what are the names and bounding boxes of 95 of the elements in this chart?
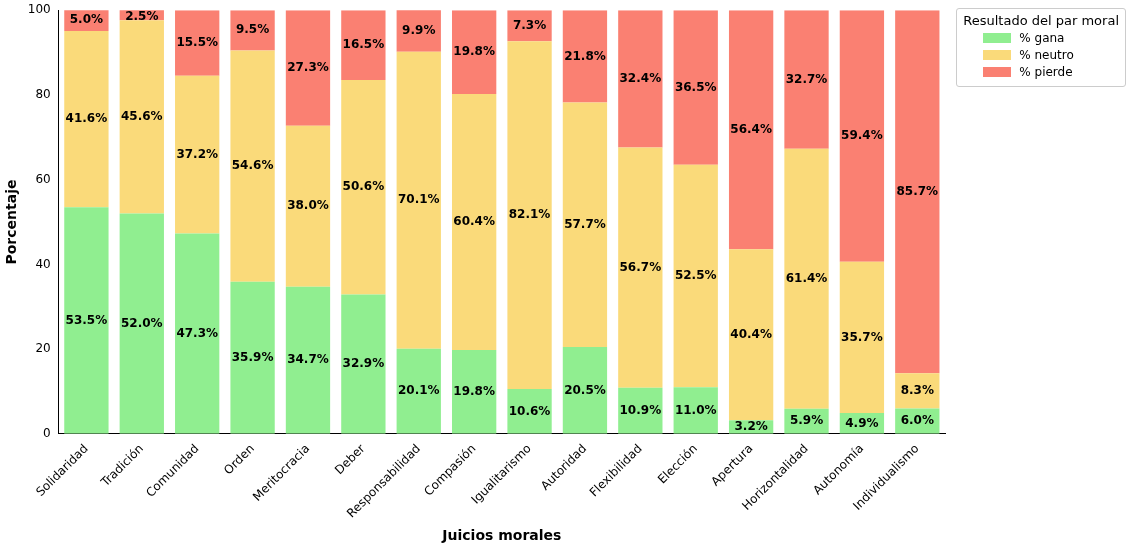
data-label: 19.8% <box>453 384 495 399</box>
data-label: 35.7% <box>841 329 883 344</box>
data-label: 37.2% <box>176 146 219 161</box>
data-label: 47.3% <box>176 325 219 340</box>
bar <box>452 10 497 95</box>
data-label: 21.8% <box>564 48 606 63</box>
bar <box>175 233 220 434</box>
data-label: 2.5% <box>125 9 159 24</box>
data-label: 8.3% <box>900 382 934 397</box>
data-label: 85.7% <box>896 183 939 198</box>
data-label: 53.5% <box>65 312 108 327</box>
data-label: 27.3% <box>287 60 329 75</box>
legend-label: % neutro <box>1019 48 1074 62</box>
bar <box>175 75 220 234</box>
bar <box>452 349 497 434</box>
bar <box>64 30 109 208</box>
data-label: 10.6% <box>508 403 551 418</box>
data-label: 4.9% <box>845 415 879 430</box>
data-label: 70.1% <box>397 192 440 207</box>
data-label: 20.1% <box>397 383 440 398</box>
bar <box>64 207 109 434</box>
bar <box>341 80 386 295</box>
bar <box>119 213 164 434</box>
data-label: 45.6% <box>120 109 163 124</box>
data-label: 60.4% <box>453 214 495 229</box>
bar <box>396 51 441 349</box>
y-tick-label: 100 <box>27 2 51 17</box>
bar <box>230 50 275 282</box>
data-label: 40.4% <box>730 326 772 341</box>
bar <box>562 10 608 103</box>
data-label: 52.0% <box>120 315 163 330</box>
bar <box>673 164 718 388</box>
data-label: 56.4% <box>730 121 772 136</box>
data-label: 7.3% <box>512 17 547 32</box>
data-label: 15.5% <box>176 35 219 50</box>
legend-title: Resultado del par moral <box>963 13 1119 28</box>
y-tick-label: 60 <box>35 171 51 186</box>
data-label: 56.7% <box>619 259 662 274</box>
y-axis-title: Porcentaje <box>3 179 20 265</box>
data-label: 9.9% <box>402 22 436 37</box>
data-label: 5.9% <box>789 413 824 428</box>
data-label: 57.7% <box>564 216 606 231</box>
data-label: 10.9% <box>619 402 662 417</box>
y-tick-label: 80 <box>35 87 51 102</box>
bar <box>119 20 164 214</box>
bar <box>285 286 331 434</box>
bar <box>285 10 331 126</box>
bar <box>839 10 885 262</box>
data-label: 50.6% <box>342 179 385 194</box>
data-label: 34.7% <box>287 352 329 367</box>
bar <box>341 294 386 434</box>
data-label: 16.5% <box>342 37 385 52</box>
bar <box>341 10 386 81</box>
bar <box>895 10 940 374</box>
data-label: 82.1% <box>508 207 551 222</box>
data-label: 32.7% <box>785 71 828 86</box>
bar <box>784 10 829 149</box>
data-label: 35.9% <box>231 349 274 364</box>
bar <box>230 281 275 434</box>
y-tick-label: 40 <box>35 256 51 271</box>
bar <box>673 10 718 165</box>
data-label: 59.4% <box>841 128 883 143</box>
bar <box>562 347 608 434</box>
legend-label: % pierde <box>1019 65 1073 79</box>
bar <box>396 348 441 434</box>
bar <box>618 147 663 388</box>
y-tick-label: 20 <box>35 341 51 356</box>
data-label: 32.4% <box>619 70 662 85</box>
data-label: 6.0% <box>900 413 934 428</box>
data-label: 19.8% <box>453 44 495 59</box>
data-label: 38.0% <box>287 198 329 213</box>
y-tick-label: 0 <box>43 425 51 440</box>
data-label: 9.5% <box>235 22 270 37</box>
bar <box>452 94 497 350</box>
bar <box>618 10 663 148</box>
bar <box>285 125 331 287</box>
bar <box>728 249 774 421</box>
bar <box>562 102 608 348</box>
data-label: 54.6% <box>231 158 274 173</box>
bar <box>507 41 552 389</box>
data-label: 5.0% <box>69 12 104 27</box>
data-label: 36.5% <box>674 79 717 94</box>
data-label: 32.9% <box>342 356 385 371</box>
data-label: 41.6% <box>65 111 108 126</box>
x-axis-title: Juicios morales <box>441 527 562 544</box>
bar <box>839 261 885 414</box>
bar <box>728 10 774 250</box>
data-label: 3.2% <box>734 419 768 434</box>
data-label: 61.4% <box>785 270 828 285</box>
bar <box>784 148 829 409</box>
data-label: 52.5% <box>674 268 717 283</box>
bar <box>175 10 220 76</box>
data-label: 11.0% <box>674 402 717 417</box>
legend-label: % gana <box>1019 31 1065 45</box>
data-label: 20.5% <box>564 382 606 397</box>
